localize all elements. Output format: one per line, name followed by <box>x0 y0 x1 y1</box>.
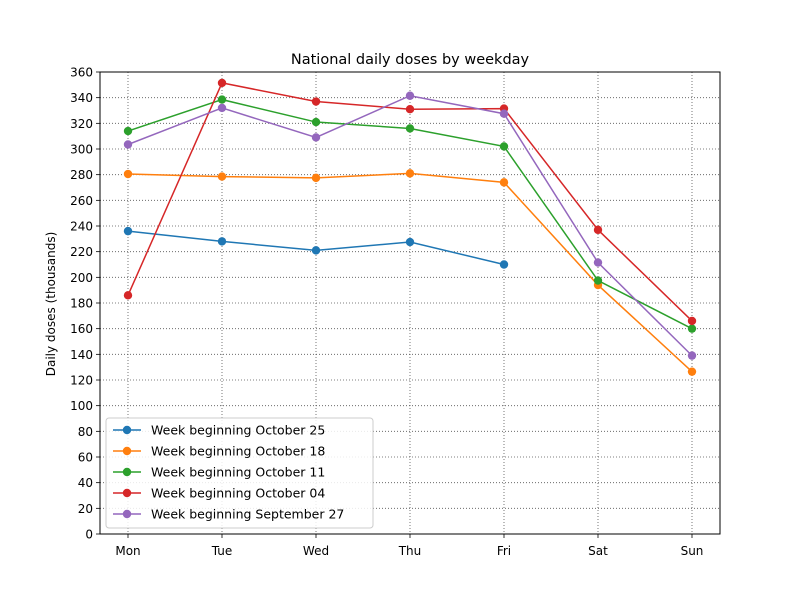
data-point <box>405 105 415 114</box>
data-point <box>123 226 133 236</box>
y-tick-label: 180 <box>70 297 93 311</box>
gridlines <box>100 71 720 535</box>
data-point <box>499 109 509 118</box>
x-tick-label: Thu <box>398 544 422 558</box>
data-point <box>311 97 321 106</box>
y-tick-label: 140 <box>70 348 93 362</box>
y-tick-label: 60 <box>78 451 93 465</box>
legend-label: Week beginning September 27 <box>151 507 344 522</box>
data-point <box>123 169 133 179</box>
data-point <box>311 133 321 142</box>
legend-label: Week beginning October 04 <box>151 486 325 501</box>
data-point <box>123 126 133 136</box>
data-point <box>217 78 227 88</box>
legend-marker <box>122 509 132 519</box>
x-tick-label: Sun <box>681 544 704 558</box>
chart-title: National daily doses by weekday <box>291 52 530 68</box>
y-tick-label: 240 <box>70 220 93 234</box>
y-tick-label: 300 <box>70 143 93 157</box>
x-tick-label: Tue <box>211 544 233 558</box>
data-point <box>123 140 133 149</box>
y-tick-label: 220 <box>70 245 93 259</box>
data-point <box>311 246 321 255</box>
data-point <box>687 351 697 360</box>
legend-marker <box>122 446 132 456</box>
data-point <box>687 316 697 326</box>
legend-label: Week beginning October 11 <box>151 465 325 480</box>
data-point <box>593 276 603 285</box>
data-point <box>217 103 227 113</box>
legend-marker <box>122 425 132 435</box>
series-lines <box>123 78 697 376</box>
data-point <box>217 95 227 104</box>
data-point <box>311 173 321 183</box>
y-tick-label: 260 <box>70 194 93 208</box>
data-point <box>405 124 415 133</box>
legend: Week beginning October 25 Week beginning … <box>105 417 374 529</box>
data-point <box>217 172 227 181</box>
y-tick-label: 200 <box>70 271 93 285</box>
x-tick-label: Mon <box>115 544 140 558</box>
y-tick-label: 0 <box>85 528 93 542</box>
data-point <box>593 225 603 235</box>
y-axis-ticks: 0 20 40 60 80 100 120 140 160 180 200 220 240 260 280 3… <box>70 66 100 542</box>
y-tick-label: 160 <box>70 322 93 336</box>
data-point <box>499 178 509 187</box>
y-tick-label: 80 <box>78 425 93 439</box>
y-tick-label: 120 <box>70 374 93 388</box>
data-point <box>405 169 415 178</box>
y-axis-label: Daily doses (thousands) <box>44 232 58 377</box>
y-tick-label: 340 <box>70 91 93 105</box>
legend-marker <box>122 467 132 477</box>
data-point <box>311 117 321 127</box>
y-tick-label: 320 <box>70 117 93 131</box>
data-point <box>593 258 603 267</box>
x-tick-label: Fri <box>497 544 511 558</box>
data-point <box>687 324 697 333</box>
y-tick-label: 100 <box>70 399 93 413</box>
data-point <box>499 142 509 151</box>
y-tick-label: 360 <box>70 66 93 80</box>
legend-marker <box>122 488 132 498</box>
x-axis-ticks: Mon Tue Wed Thu Fri Sat Sun <box>115 534 703 558</box>
data-point <box>499 260 509 269</box>
data-point <box>405 237 415 247</box>
x-tick-label: Sat <box>588 544 608 558</box>
y-tick-label: 20 <box>78 502 93 516</box>
legend-box <box>105 417 374 529</box>
legend-label: Week beginning October 25 <box>151 423 325 438</box>
x-tick-label: Wed <box>303 544 329 558</box>
data-point <box>123 291 133 300</box>
data-point <box>405 91 415 100</box>
y-tick-label: 280 <box>70 168 93 182</box>
data-point <box>687 367 697 376</box>
legend-label: Week beginning October 18 <box>151 444 325 459</box>
y-tick-label: 40 <box>78 476 93 490</box>
data-point <box>217 237 227 246</box>
